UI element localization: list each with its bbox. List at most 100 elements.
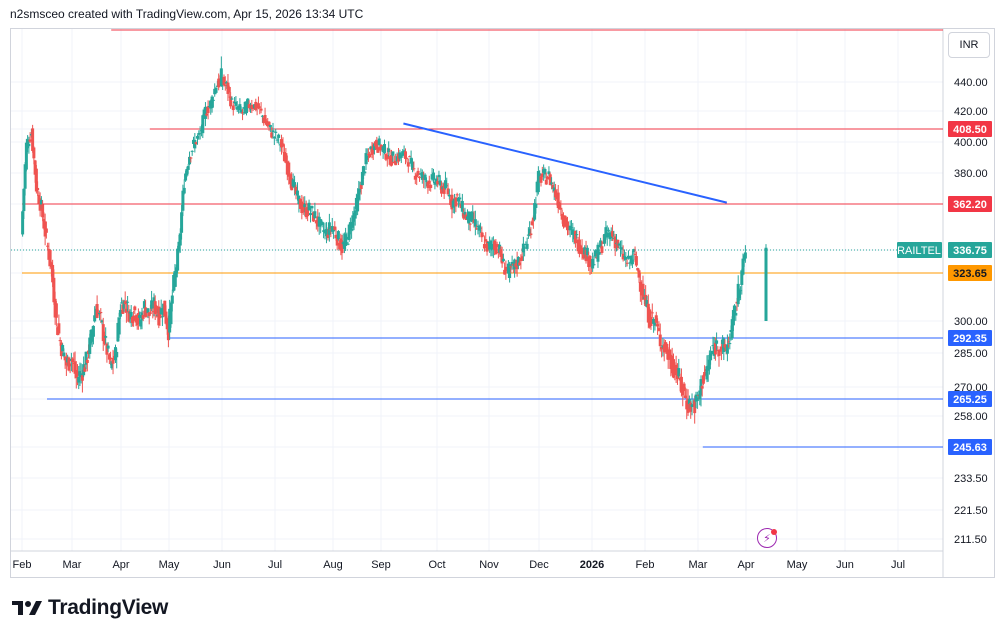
price-level-tag-text: 245.63 [953, 442, 987, 454]
x-tick-label: 2026 [580, 559, 604, 571]
candle-body [700, 386, 704, 389]
candle-body [604, 227, 608, 237]
candle-body [709, 353, 713, 361]
candle-body [679, 376, 683, 393]
candle-body [764, 247, 768, 321]
candle-body [533, 203, 537, 220]
candle-body [194, 142, 198, 144]
candle-body [174, 267, 178, 278]
candle-body [654, 315, 658, 323]
x-tick-label: Sep [371, 559, 391, 571]
candle-body [530, 221, 534, 225]
candle-body [686, 398, 690, 413]
candle-body [250, 104, 254, 109]
candle-body [176, 248, 180, 271]
candle-body [580, 247, 584, 255]
candle-body [548, 174, 552, 186]
candle-body [85, 359, 89, 363]
candle-body [636, 268, 640, 271]
candle-body [332, 229, 336, 232]
candle-body [185, 168, 189, 176]
candle-body [645, 300, 649, 307]
candle-body [455, 194, 459, 196]
candle-body [538, 173, 542, 176]
candle-body [344, 234, 348, 246]
x-tick-label: Jun [213, 559, 231, 571]
candle-body [693, 399, 697, 414]
candle-body [588, 256, 592, 267]
candle-body [132, 315, 136, 321]
candle-body [550, 182, 554, 184]
candle-body [368, 153, 372, 158]
tradingview-logo-icon [12, 601, 42, 615]
candle-body [246, 98, 250, 105]
candle-body [303, 204, 307, 208]
candle-body [445, 185, 449, 187]
candle-body [409, 157, 413, 164]
candle-body [280, 139, 284, 148]
candle-body [151, 311, 155, 313]
candle-body [79, 373, 83, 376]
candle-body [95, 304, 99, 318]
currency-button[interactable]: INR [948, 32, 990, 58]
candle-body [57, 323, 61, 334]
candle-body [170, 295, 174, 304]
candle-body [473, 219, 477, 227]
x-tick-label: Aug [323, 559, 343, 571]
candle-body [551, 185, 555, 189]
candle-body [438, 180, 442, 186]
candle-body [683, 395, 687, 398]
candle-body [391, 151, 395, 156]
candle-body [180, 212, 184, 233]
candle-body [666, 352, 670, 360]
candle-body [357, 188, 361, 200]
candle-body [454, 197, 458, 207]
candle-body [740, 270, 744, 285]
candle-body [739, 290, 743, 292]
candle-body [416, 170, 420, 176]
symbol-tag [897, 242, 942, 258]
candle-body [281, 143, 285, 147]
candlestick-chart[interactable]: 211.50221.50233.50258.00270.00285.00300.… [0, 0, 1005, 590]
y-tick-label: 211.50 [954, 534, 987, 546]
candle-body [58, 340, 62, 342]
candle-body [330, 226, 334, 232]
candle-body [730, 319, 734, 339]
candle-body [102, 335, 106, 344]
candle-body [485, 241, 489, 252]
price-level-tag-text: 362.20 [953, 199, 987, 211]
candle-body [479, 227, 483, 229]
candle-body [657, 328, 661, 331]
candle-body [443, 180, 447, 189]
candle-body [21, 211, 25, 235]
candle-body [432, 172, 435, 180]
candle-body [429, 184, 433, 188]
candle-body [111, 358, 115, 364]
candle-body [638, 281, 642, 292]
candle-body [219, 68, 223, 87]
price-level-tag [948, 121, 992, 137]
candle-body [463, 211, 467, 215]
candle-body [637, 270, 641, 278]
candle-body [625, 262, 629, 264]
notification-dot [771, 529, 777, 535]
candle-body [462, 212, 466, 219]
candle-body [552, 187, 556, 192]
candle-body [718, 349, 722, 352]
candle-body [494, 244, 498, 255]
candle-body [437, 174, 441, 178]
y-tick-label: 380.00 [954, 168, 988, 180]
tradingview-logo[interactable]: TradingView [12, 596, 168, 620]
candle-body [677, 368, 681, 377]
candle-body [480, 232, 484, 238]
candle-body [123, 301, 127, 305]
candle-body [425, 180, 428, 182]
candle-body [482, 244, 486, 249]
candle-body [345, 236, 349, 240]
candle-body [146, 308, 150, 314]
candle-body [173, 271, 177, 287]
candle-body [258, 106, 262, 108]
candle-body [426, 182, 430, 189]
candle-body [547, 171, 551, 175]
x-tick-label: Apr [737, 559, 754, 571]
